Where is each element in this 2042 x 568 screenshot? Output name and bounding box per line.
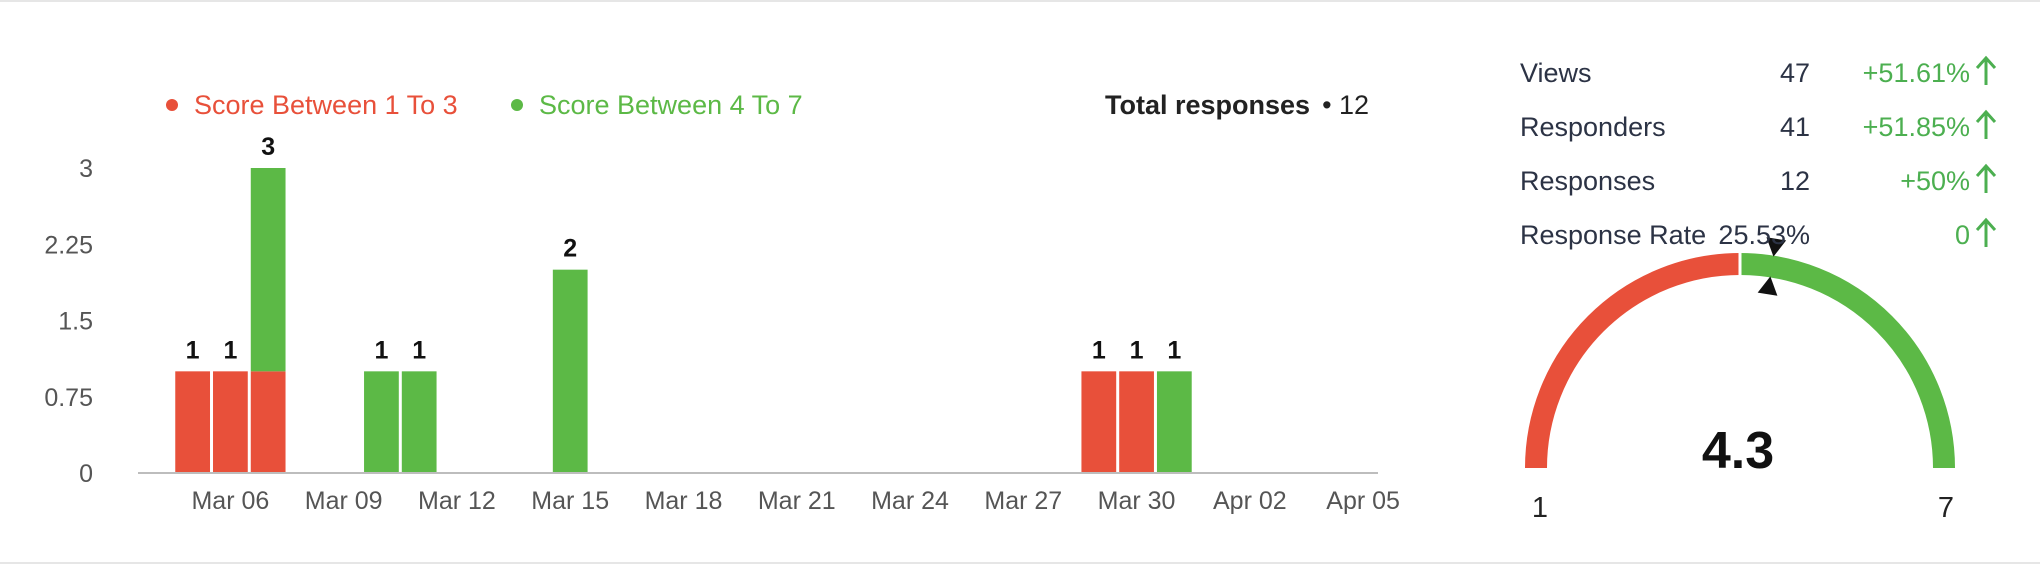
y-tick-label: 3	[79, 155, 93, 183]
legend-label-high[interactable]: Score Between 4 To 7	[539, 90, 803, 120]
bar-score-4-7[interactable]	[251, 168, 286, 371]
stat-name: Responders	[1520, 112, 1666, 143]
bar-score-4-7[interactable]	[1157, 371, 1192, 473]
x-tick-label: Apr 05	[1326, 487, 1400, 515]
legend-dot-low	[166, 99, 178, 111]
stat-name: Responses	[1520, 166, 1655, 197]
stat-row-responders: Responders 41 +51.85%	[1518, 106, 1998, 160]
x-tick-label: Mar 27	[984, 487, 1062, 515]
bar-total-label: 3	[261, 133, 275, 161]
x-tick-label: Mar 30	[1098, 487, 1176, 515]
bars	[175, 168, 1191, 473]
x-tick-label: Mar 09	[305, 487, 383, 515]
legend-label-low[interactable]: Score Between 1 To 3	[194, 90, 458, 120]
stat-change: +51.85%	[1863, 112, 1970, 143]
arrow-up-icon	[1974, 216, 1998, 250]
x-axis: Mar 06 Mar 09 Mar 12 Mar 15 Mar 18 Mar 21 Mar …	[191, 487, 1399, 515]
triangle-pointer-icon	[1758, 276, 1778, 295]
x-tick-label: Mar 18	[645, 487, 723, 515]
stat-row-response-rate: Response Rate 25.53% 0	[1518, 214, 1998, 268]
stats-panel: Views 47 +51.61% Responders 41 +51.85% R…	[1518, 52, 1998, 268]
stat-change: +50%	[1900, 166, 1970, 197]
bar-total-label: 1	[374, 336, 388, 364]
y-tick-label: 2.25	[44, 231, 93, 259]
gauge-max-label: 7	[1938, 492, 1954, 524]
bar-total-label: 1	[223, 336, 237, 364]
y-axis: 0 0.75 1.5 2.25 3	[44, 155, 93, 488]
legend-dot-high	[511, 99, 523, 111]
bar-score-1-3[interactable]	[213, 371, 248, 473]
bar-score-4-7[interactable]	[402, 371, 437, 473]
x-tick-label: Mar 12	[418, 487, 496, 515]
x-tick-label: Mar 15	[531, 487, 609, 515]
bar-score-1-3[interactable]	[175, 371, 210, 473]
arrow-up-icon	[1974, 54, 1998, 88]
arrow-up-icon	[1974, 162, 1998, 196]
stat-change: 0	[1955, 220, 1970, 251]
y-tick-label: 1.5	[58, 308, 93, 336]
bar-total-label: 2	[563, 235, 577, 263]
total-responses: Total responses • 12	[1105, 90, 1369, 120]
bar-score-1-3[interactable]	[251, 371, 286, 473]
bar-score-4-7[interactable]	[553, 270, 588, 473]
bar-score-4-7[interactable]	[364, 371, 399, 473]
stat-row-views: Views 47 +51.61%	[1518, 52, 1998, 106]
bar-total-label: 1	[186, 336, 200, 364]
x-tick-label: Apr 02	[1213, 487, 1287, 515]
total-responses-value: • 12	[1322, 90, 1369, 120]
stat-value: 47	[1780, 58, 1810, 89]
y-tick-label: 0.75	[44, 384, 93, 412]
stat-change: +51.61%	[1863, 58, 1970, 89]
gauge-value: 4.3	[1702, 422, 1774, 480]
stat-name: Views	[1520, 58, 1592, 89]
stat-name: Response Rate	[1520, 220, 1706, 251]
x-tick-label: Mar 24	[871, 487, 949, 515]
bar-score-1-3[interactable]	[1081, 371, 1116, 473]
x-tick-label: Mar 06	[191, 487, 269, 515]
gauge-min-label: 1	[1532, 492, 1548, 524]
stat-value: 12	[1780, 166, 1810, 197]
bar-total-label: 1	[1130, 336, 1144, 364]
score-gauge: 4.3 1 7	[1532, 237, 1954, 524]
bar-score-1-3[interactable]	[1119, 371, 1154, 473]
bar-total-label: 1	[1092, 336, 1106, 364]
bar-total-label: 1	[1167, 336, 1181, 364]
total-responses-label: Total responses	[1105, 90, 1310, 120]
stat-row-responses: Responses 12 +50%	[1518, 160, 1998, 214]
y-tick-label: 0	[79, 460, 93, 488]
bar-labels: 1 131 121 1 1	[186, 133, 1182, 364]
stat-value: 41	[1780, 112, 1810, 143]
bar-total-label: 1	[412, 336, 426, 364]
x-tick-label: Mar 21	[758, 487, 836, 515]
stat-value: 25.53%	[1718, 220, 1810, 251]
arrow-up-icon	[1974, 108, 1998, 142]
